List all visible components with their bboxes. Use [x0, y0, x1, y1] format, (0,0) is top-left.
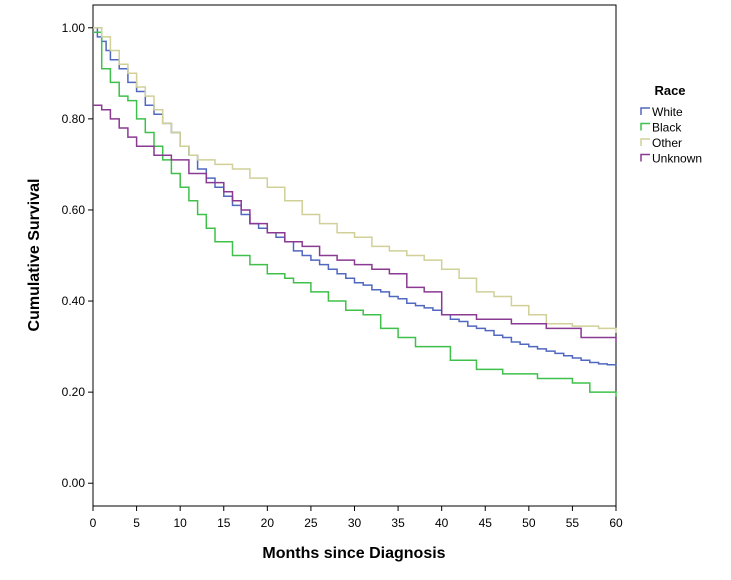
legend-swatch-black [640, 122, 650, 131]
series-line-unknown [93, 104, 617, 342]
legend-swatch-other [640, 138, 650, 146]
y-tick-label: 0.60 [62, 203, 86, 217]
series-lines [93, 27, 617, 397]
legend-title: Race [654, 83, 685, 98]
y-axis-title: Cumulative Survival [26, 179, 43, 332]
legend-swatch-white [640, 107, 650, 115]
x-tick-label: 45 [479, 516, 493, 530]
y-tick-label: 0.80 [62, 112, 86, 126]
x-tick-label: 0 [90, 516, 97, 530]
x-tick-label: 5 [133, 516, 140, 530]
legend-label-white: White [652, 105, 683, 119]
x-axis-title: Months since Diagnosis [262, 545, 445, 562]
x-tick-label: 55 [566, 516, 580, 530]
y-tick-label: 0.20 [62, 385, 86, 399]
x-tick-label: 25 [304, 516, 318, 530]
x-tick-label: 60 [609, 516, 623, 530]
x-tick-label: 40 [435, 516, 449, 530]
x-tick-label: 20 [261, 516, 275, 530]
legend-label-unknown: Unknown [652, 152, 702, 166]
x-tick-label: 50 [522, 516, 536, 530]
x-tick-label: 15 [217, 516, 231, 530]
x-axis: 0 5 10 15 20 25 30 35 40 45 50 55 60 [90, 506, 623, 530]
x-tick-label: 35 [391, 516, 405, 530]
y-tick-label: 0.40 [62, 294, 86, 308]
y-axis: 0.00 0.20 0.40 0.60 0.80 1.00 [62, 21, 93, 490]
x-tick-label: 10 [173, 516, 187, 530]
series-line-black [93, 31, 617, 397]
legend-label-black: Black [652, 121, 682, 135]
y-tick-label: 0.00 [62, 476, 86, 490]
legend-swatch-unknown [640, 153, 650, 162]
series-line-other [93, 27, 617, 333]
legend-label-other: Other [652, 136, 682, 150]
x-tick-label: 30 [348, 516, 362, 530]
y-tick-label: 1.00 [62, 21, 86, 35]
